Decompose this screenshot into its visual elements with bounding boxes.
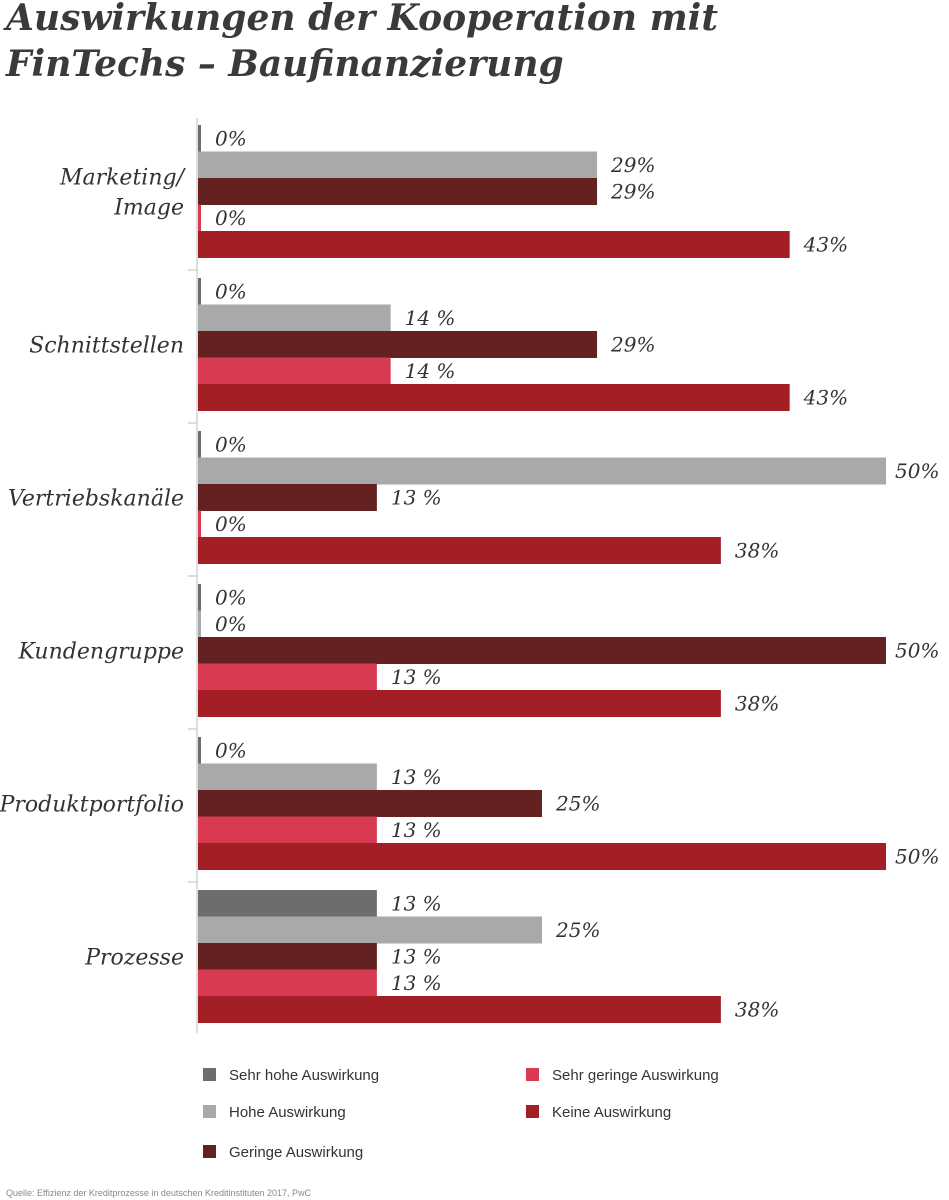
chart-title-line-2: FinTechs – Baufinanzierung	[5, 43, 564, 85]
legend: Sehr hohe Auswirkung Sehr geringe Auswirk…	[203, 1067, 719, 1161]
category-label: Image	[113, 196, 184, 221]
data-label: 14 %	[405, 306, 456, 330]
legend-swatch-keine-auswirkung	[526, 1105, 539, 1118]
category-label: Vertriebskanäle	[8, 487, 184, 512]
bar-sehr-hohe-auswirkung	[198, 278, 201, 305]
source-note: Quelle: Effizienz der Kreditprozesse in …	[6, 1188, 312, 1198]
bar-sehr-geringe-auswirkung	[198, 663, 377, 691]
data-label: 13 %	[391, 765, 442, 789]
legend-label-keine-auswirkung: Keine Auswirkung	[552, 1104, 671, 1121]
bar-sehr-hohe-auswirkung	[198, 431, 201, 458]
data-label: 38%	[735, 539, 779, 563]
bar-sehr-geringe-auswirkung	[198, 204, 201, 232]
bar-keine-auswirkung	[198, 690, 721, 717]
legend-label-sehr-geringe-auswirkung: Sehr geringe Auswirkung	[552, 1067, 719, 1084]
bar-keine-auswirkung	[198, 384, 790, 411]
data-label: 0%	[215, 512, 247, 536]
category-label: Schnittstellen	[29, 334, 184, 359]
data-label: 13 %	[391, 486, 442, 510]
bar-hohe-auswirkung	[198, 304, 391, 332]
data-label: 43%	[803, 233, 848, 257]
legend-swatch-sehr-geringe-auswirkung	[526, 1068, 539, 1081]
bar-hohe-auswirkung	[198, 151, 598, 179]
data-label: 13 %	[391, 665, 442, 689]
bar-sehr-hohe-auswirkung	[198, 584, 201, 611]
bar-geringe-auswirkung	[198, 484, 377, 511]
bar-geringe-auswirkung	[198, 790, 542, 817]
bar-keine-auswirkung	[198, 843, 886, 870]
data-label: 13 %	[391, 945, 442, 969]
category-label: Produktportfolio	[0, 793, 184, 818]
data-label: 13 %	[391, 971, 442, 995]
data-label: 50%	[895, 845, 939, 869]
bar-hohe-auswirkung	[198, 916, 542, 944]
legend-label-hohe-auswirkung: Hohe Auswirkung	[229, 1104, 346, 1121]
bar-sehr-geringe-auswirkung	[198, 969, 377, 997]
data-label: 0%	[215, 586, 247, 610]
bar-hohe-auswirkung	[198, 457, 886, 485]
legend-label-geringe-auswirkung: Geringe Auswirkung	[229, 1144, 363, 1161]
bar-geringe-auswirkung	[198, 943, 377, 970]
data-label: 43%	[803, 386, 848, 410]
bar-sehr-geringe-auswirkung	[198, 510, 201, 538]
data-label: 50%	[895, 459, 939, 483]
bar-keine-auswirkung	[198, 537, 721, 564]
data-label: 38%	[735, 692, 779, 716]
data-label: 14 %	[405, 359, 456, 383]
bar-geringe-auswirkung	[198, 178, 598, 205]
legend-swatch-hohe-auswirkung	[203, 1105, 216, 1118]
data-label: 25%	[555, 792, 600, 816]
data-label: 13 %	[391, 892, 442, 916]
data-label: 0%	[215, 739, 247, 763]
category-label: Marketing/	[59, 166, 187, 191]
data-label: 0%	[215, 280, 247, 304]
data-label: 0%	[215, 612, 247, 636]
data-label: 0%	[215, 206, 247, 230]
bar-sehr-geringe-auswirkung	[198, 816, 377, 844]
plot-area: Marketing/Image 0% 29% 29% 0% 43% Schnittstell…	[0, 118, 939, 1033]
bar-sehr-geringe-auswirkung	[198, 357, 391, 385]
data-label: 29%	[610, 180, 655, 204]
bar-hohe-auswirkung	[198, 610, 201, 638]
category-label: Kundengruppe	[17, 640, 184, 665]
bar-geringe-auswirkung	[198, 331, 598, 358]
bar-keine-auswirkung	[198, 996, 721, 1023]
bar-keine-auswirkung	[198, 231, 790, 258]
bar-sehr-hohe-auswirkung	[198, 125, 201, 152]
legend-swatch-geringe-auswirkung	[203, 1145, 216, 1158]
data-label: 50%	[895, 639, 939, 663]
data-label: 13 %	[391, 818, 442, 842]
category-label: Prozesse	[84, 946, 184, 971]
legend-swatch-sehr-hohe-auswirkung	[203, 1068, 216, 1081]
data-label: 38%	[735, 998, 779, 1022]
data-label: 29%	[610, 153, 655, 177]
bar-geringe-auswirkung	[198, 637, 886, 664]
data-label: 0%	[215, 433, 247, 457]
legend-label-sehr-hohe-auswirkung: Sehr hohe Auswirkung	[229, 1067, 379, 1084]
chart-title-line-1: Auswirkungen der Kooperation mit	[3, 0, 718, 39]
bar-sehr-hohe-auswirkung	[198, 890, 377, 917]
bar-sehr-hohe-auswirkung	[198, 737, 201, 764]
data-label: 25%	[555, 918, 600, 942]
bar-hohe-auswirkung	[198, 763, 377, 791]
data-label: 29%	[610, 333, 655, 357]
data-label: 0%	[215, 127, 247, 151]
